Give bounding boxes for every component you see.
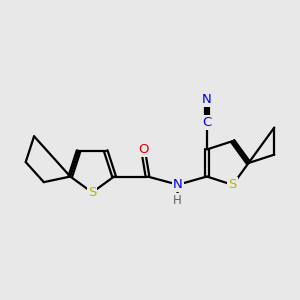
Text: N: N xyxy=(173,178,183,191)
Text: S: S xyxy=(88,186,96,199)
Text: N: N xyxy=(202,93,212,106)
Text: S: S xyxy=(229,178,237,191)
Text: O: O xyxy=(138,143,148,156)
Text: C: C xyxy=(202,116,212,129)
Text: H: H xyxy=(173,194,182,207)
